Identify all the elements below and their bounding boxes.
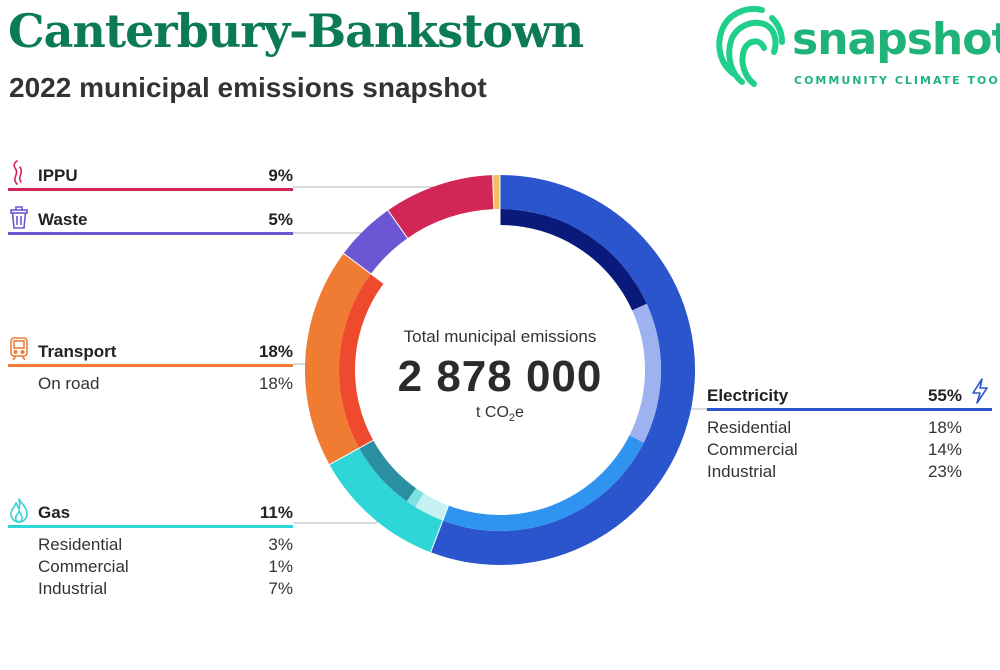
row-label: On road: [38, 374, 100, 393]
legend-ippu-pct: 9%: [268, 166, 293, 185]
slice-separator: [328, 433, 386, 466]
slice-separator: [387, 209, 426, 264]
legend-transport: Transport 18% On road 18%: [8, 337, 293, 395]
legend-transport-line: [8, 364, 293, 367]
row-pct: 18%: [258, 374, 293, 393]
legend-waste: Waste 5%: [8, 206, 293, 235]
row-label: Industrial: [38, 579, 107, 598]
donut-inner-slice-gas-industrial: [359, 440, 417, 502]
legend-waste-label: Waste: [38, 210, 88, 229]
page-subtitle: 2022 municipal emissions snapshot: [9, 72, 487, 103]
row-pct: 18%: [927, 418, 962, 437]
donut-inner-slice-gas-commercial: [406, 488, 424, 507]
total-label: Total municipal emissions: [403, 327, 597, 346]
legend-gas: Gas 11% Residential 3% Commercial 1% Ind…: [8, 498, 293, 600]
gas-leader-line: [293, 516, 382, 524]
row-pct: 1%: [268, 557, 293, 576]
donut-inner-slice-transport-on-road: [339, 273, 384, 449]
legend-electricity-row: Commercial 14%: [707, 439, 992, 461]
legend-ippu: IPPU 9%: [8, 160, 293, 191]
total-unit: t CO2e: [430, 404, 570, 424]
donut-slice-gas: [329, 447, 444, 553]
smoke-icon: [13, 160, 23, 185]
flame-icon: [10, 498, 28, 523]
legend-gas-label: Gas: [38, 503, 71, 522]
legend-transport-row: On road 18%: [8, 373, 293, 395]
row-label: Commercial: [707, 440, 798, 459]
legend-gas-row: Industrial 7%: [8, 578, 293, 600]
row-label: Industrial: [707, 462, 776, 481]
snapshot-logo: snapshot COMMUNITY CLIMATE TOOL: [712, 0, 1000, 90]
row-label: Residential: [707, 418, 792, 437]
legend-waste-pct: 5%: [268, 210, 293, 229]
donut-inner-slice-electricity-commercial: [629, 303, 661, 443]
total-value: 2 878 000: [397, 352, 603, 401]
unit-suffix: e: [515, 404, 524, 421]
legend-electricity-label: Electricity: [707, 386, 789, 405]
donut-slice-electricity: [430, 175, 695, 565]
trash-icon: [10, 206, 28, 229]
row-pct: 3%: [268, 535, 293, 554]
fingerprint-logo-icon: [716, 6, 785, 87]
slice-separator: [342, 252, 396, 293]
lightning-icon: [972, 378, 988, 404]
legend-electricity-line: [707, 408, 992, 411]
legend-gas-line: [8, 525, 293, 528]
logo-tagline: COMMUNITY CLIMATE TOOL: [794, 74, 1000, 87]
unit-subscript: 2: [508, 412, 516, 425]
legend-gas-pct: 11%: [259, 503, 293, 522]
legend-ippu-label: IPPU: [38, 166, 78, 185]
slice-separator: [429, 492, 454, 554]
legend-waste-line: [8, 232, 293, 235]
row-label: Commercial: [38, 557, 129, 576]
legend-transport-label: Transport: [38, 342, 117, 361]
row-pct: 23%: [927, 462, 962, 481]
unit-prefix: t CO: [476, 404, 509, 421]
legend-ippu-line: [8, 188, 293, 191]
legend-electricity-row: Industrial 23%: [707, 461, 992, 483]
donut-inner-slice-electricity-residential: [499, 209, 647, 311]
donut-slice-transport: [305, 253, 372, 465]
row-pct: 7%: [268, 579, 293, 598]
legend-electricity-pct: 55%: [927, 386, 962, 405]
donut-inner-slice-electricity-industrial: [442, 435, 644, 531]
logo-wordmark: snapshot: [792, 14, 1000, 65]
ippu-leader-line: [293, 186, 441, 195]
donut-slice-waste: [343, 210, 408, 275]
legend-transport-pct: 18%: [258, 342, 293, 361]
donut-slice-ippu: [388, 175, 495, 239]
legend-electricity: Electricity 55% Residential 18% Commerci…: [707, 378, 992, 483]
row-pct: 14%: [927, 440, 962, 459]
legend-gas-row: Commercial 1%: [8, 556, 293, 578]
page-title: Canterbury-Bankstown: [8, 4, 584, 58]
train-icon: [10, 337, 28, 361]
row-label: Residential: [38, 535, 123, 554]
donut-inner-slice-gas-residential: [415, 493, 449, 521]
legend-electricity-row: Residential 18%: [707, 417, 992, 439]
slice-separator: [492, 174, 496, 240]
legend-gas-row: Residential 3%: [8, 534, 293, 556]
